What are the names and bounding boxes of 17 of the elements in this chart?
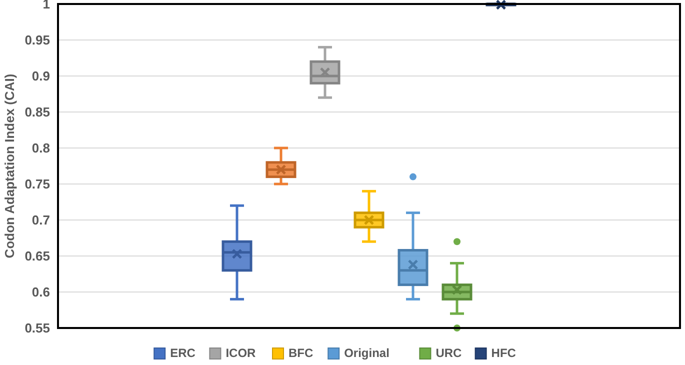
y-tick-label: 0.65 [24,248,50,264]
y-tick-label: 0.8 [32,140,50,156]
legend-label: ICOR [226,346,256,360]
y-axis-title: Codon Adaptation Index (CAI) [2,74,17,258]
y-tick-label: 0.55 [24,320,50,336]
legend-label: ERC [170,346,196,360]
legend-label: BFC [288,346,314,360]
legend-label: HFC [491,346,516,360]
y-tick-label: 0.85 [24,104,50,120]
y-tick-label: 0.95 [24,32,50,48]
y-tick-label: 1 [42,0,50,12]
y-tick-label: 0.75 [24,176,50,192]
y-tick-label: 0.7 [32,212,50,228]
legend-label: Original [344,346,390,360]
legend-label: URC [436,346,462,360]
y-tick-label: 0.6 [32,284,50,300]
y-tick-label: 0.9 [32,68,50,84]
